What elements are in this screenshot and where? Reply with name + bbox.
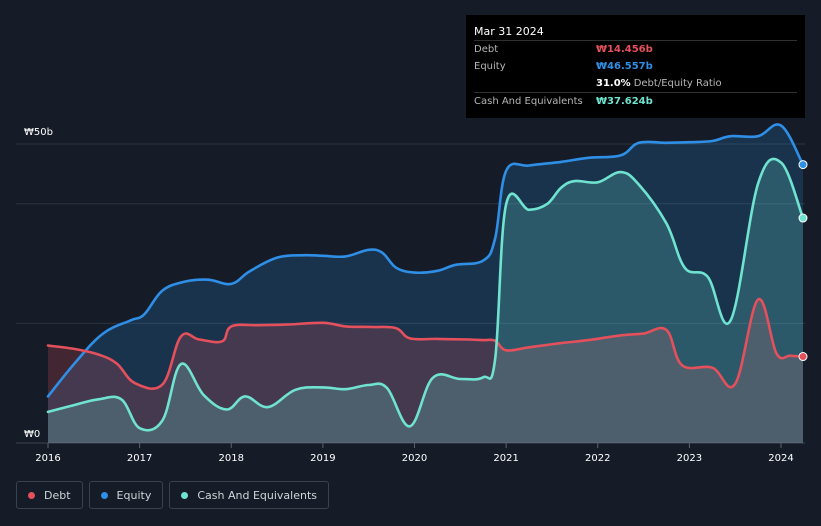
tooltip-value-ratio: 31.0% xyxy=(596,78,631,89)
end-marker-debt xyxy=(798,352,808,362)
x-tick-label: 2016 xyxy=(35,453,60,464)
series-end-markers xyxy=(798,160,808,362)
x-tick-label: 2024 xyxy=(768,453,793,464)
tooltip-row-debt: Debt ₩14.456b xyxy=(474,40,797,58)
tooltip-value-cash: ₩37.624b xyxy=(596,96,653,107)
legend-label: Cash And Equivalents xyxy=(197,488,317,502)
line-cash-and-equivalents xyxy=(46,157,805,432)
legend-item-debt[interactable]: Debt xyxy=(16,481,83,509)
y-tick-label: ₩50b xyxy=(24,127,53,138)
x-tick-label: 2022 xyxy=(585,453,610,464)
tooltip-label: Cash And Equivalents xyxy=(474,96,583,107)
x-tick-label: 2023 xyxy=(677,453,702,464)
tooltip-label: Equity xyxy=(474,61,506,72)
tooltip-ratio-caption: Debt/Equity Ratio xyxy=(633,78,722,89)
x-axis-labels: 2016 2017 2018 2019 2020 2021 2022 2023 2024 xyxy=(35,443,794,464)
y-tick-label: ₩0 xyxy=(24,429,40,440)
tooltip-row-ratio: 31.0% Debt/Equity Ratio xyxy=(474,75,797,92)
series-areas xyxy=(48,124,803,443)
y-axis-labels: ₩0 ₩50b xyxy=(24,127,53,440)
tooltip-label: Debt xyxy=(474,44,499,55)
legend-dot-icon xyxy=(181,491,189,499)
series-lines xyxy=(46,123,805,432)
tooltip-value-equity: ₩46.557b xyxy=(596,61,653,72)
legend-item-equity[interactable]: Equity xyxy=(88,481,164,509)
tooltip-panel: Mar 31 2024 Debt ₩14.456b Equity ₩46.557… xyxy=(466,15,805,118)
gridlines xyxy=(16,143,805,444)
x-tick-label: 2019 xyxy=(310,453,335,464)
tooltip-value-debt: ₩14.456b xyxy=(596,44,653,55)
x-tick-label: 2020 xyxy=(402,453,427,464)
chart-legend: Debt Equity Cash And Equivalents xyxy=(16,481,329,509)
legend-label: Equity xyxy=(116,488,152,502)
end-marker-cash-and-equivalents xyxy=(798,213,808,223)
legend-dot-icon xyxy=(28,491,35,499)
area-cash-and-equivalents xyxy=(48,158,803,443)
line-equity xyxy=(46,123,805,398)
x-tick-label: 2018 xyxy=(219,453,244,464)
line-debt xyxy=(46,298,805,391)
area-equity xyxy=(48,124,803,443)
legend-label: Debt xyxy=(44,488,71,502)
tooltip-date: Mar 31 2024 xyxy=(474,25,544,38)
legend-dot-icon xyxy=(100,491,108,499)
tooltip-row-cash: Cash And Equivalents ₩37.624b xyxy=(474,92,797,110)
end-marker-equity xyxy=(798,160,808,170)
tooltip-row-equity: Equity ₩46.557b xyxy=(474,58,797,75)
x-tick-label: 2017 xyxy=(127,453,152,464)
area-debt xyxy=(48,299,803,443)
x-tick-label: 2021 xyxy=(493,453,518,464)
legend-item-cash[interactable]: Cash And Equivalents xyxy=(169,481,329,509)
tooltip-label xyxy=(474,75,596,92)
